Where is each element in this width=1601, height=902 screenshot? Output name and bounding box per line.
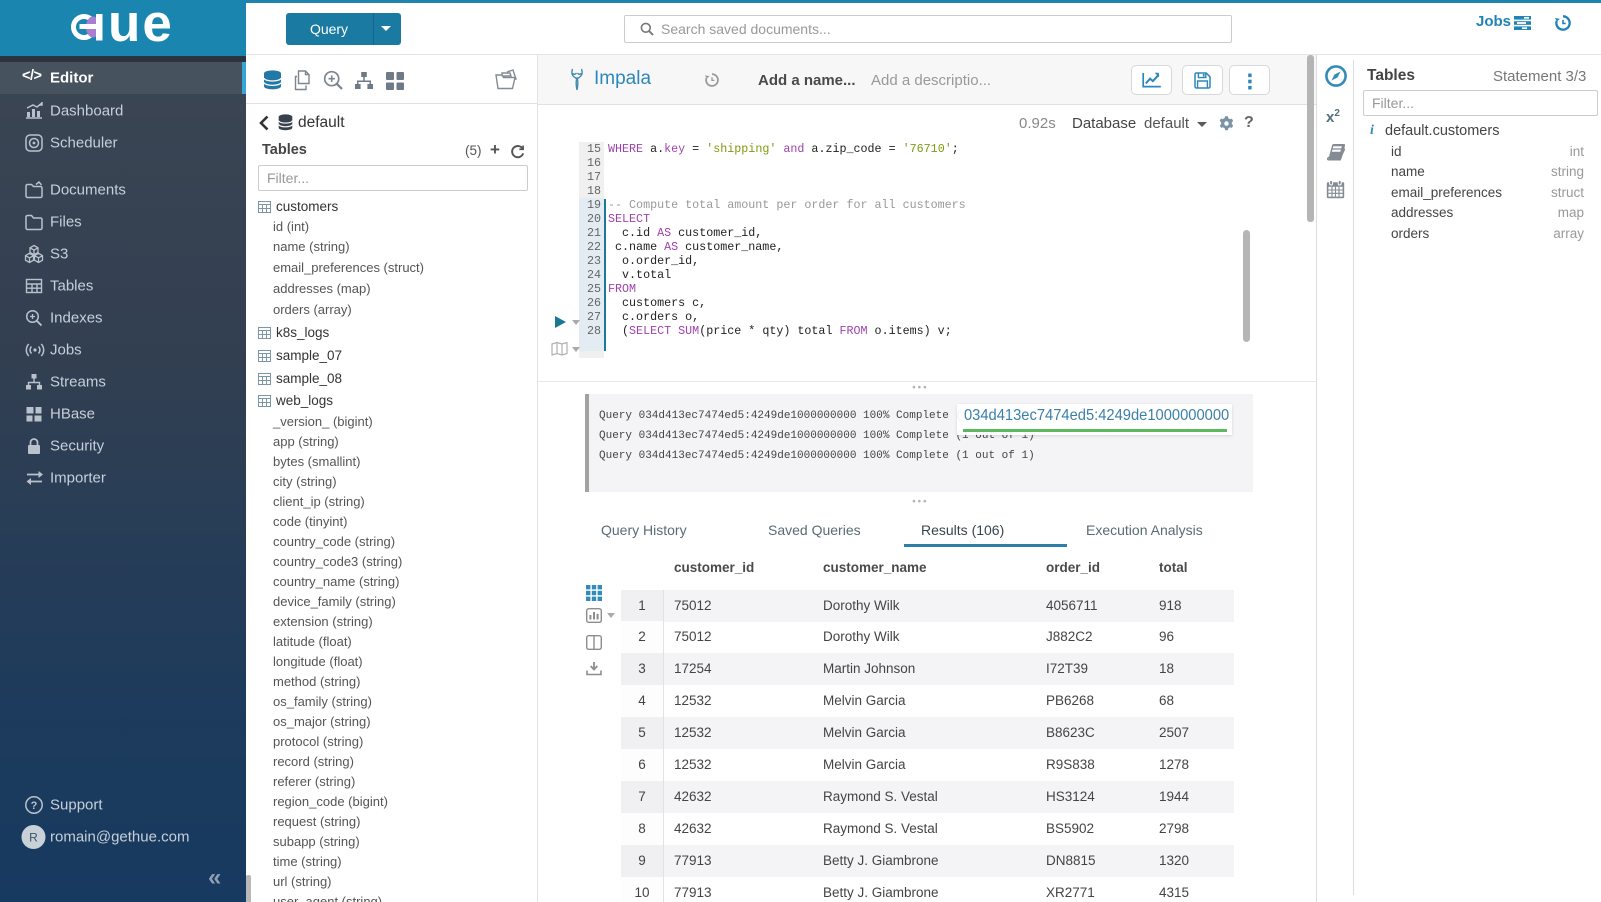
svg-text:?: ? [31, 800, 38, 812]
svg-text:ue: ue [108, 7, 174, 49]
svg-text:R: R [29, 831, 38, 845]
